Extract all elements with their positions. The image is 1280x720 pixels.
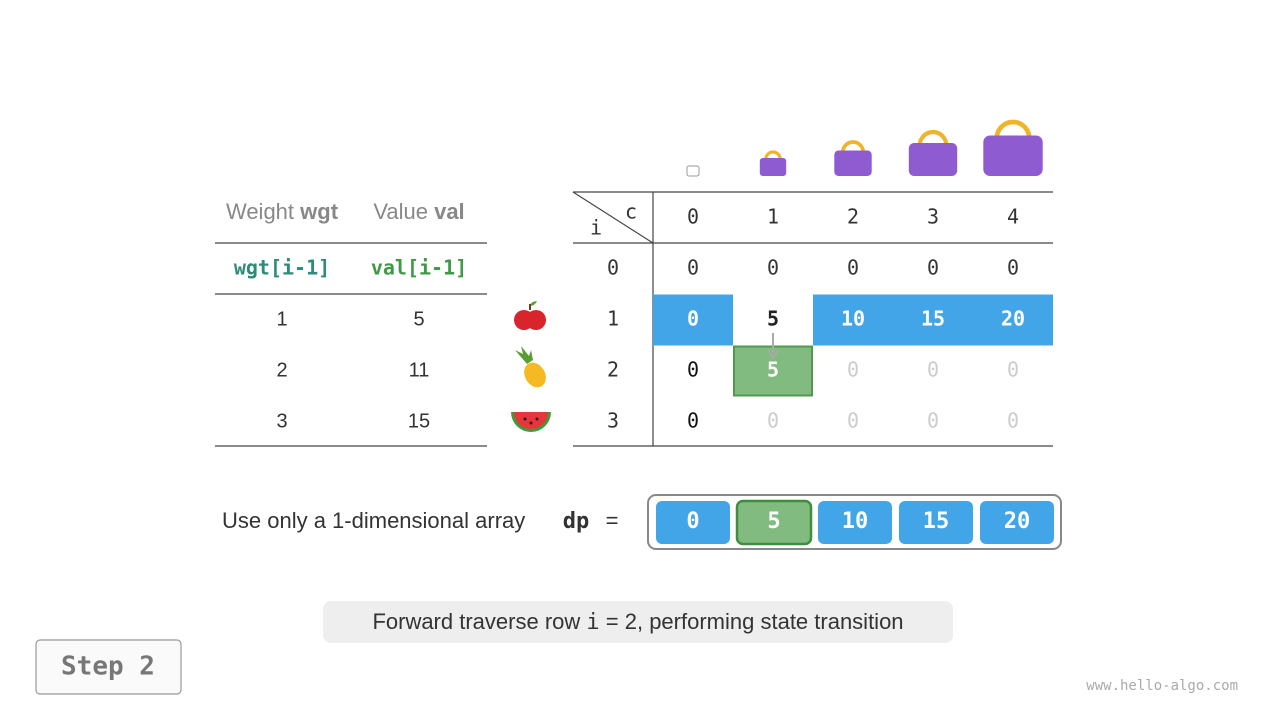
equals: = bbox=[606, 508, 619, 533]
item-cell: 5 bbox=[413, 308, 424, 330]
item-cell: 15 bbox=[408, 410, 430, 432]
header-text: Value bbox=[373, 199, 428, 224]
dp-rules bbox=[572, 191, 1053, 447]
array-name: dp bbox=[563, 509, 590, 534]
array-value: 20 bbox=[1004, 509, 1031, 534]
watermelon bbox=[511, 412, 551, 432]
array-cell bbox=[818, 501, 892, 544]
array-cell bbox=[656, 501, 730, 544]
bag bbox=[759, 158, 787, 176]
row-header: i bbox=[590, 216, 602, 240]
items-rules bbox=[215, 242, 487, 447]
dp-cell: 0 bbox=[687, 409, 699, 433]
bag bbox=[686, 165, 700, 177]
watermark: www.hello-algo.com bbox=[1086, 678, 1238, 694]
capacity: 2 bbox=[847, 205, 859, 229]
row-index: 1 bbox=[607, 307, 619, 331]
row-index: 3 bbox=[607, 409, 619, 433]
caption-code: i bbox=[586, 610, 599, 635]
caption-text: Forward traverse row bbox=[372, 609, 580, 634]
capacity: 0 bbox=[687, 205, 699, 229]
apple bbox=[514, 301, 546, 330]
dp-cell: 0 bbox=[847, 358, 859, 382]
dp-cell: 0 bbox=[927, 409, 939, 433]
caption: Forward traverse row i = 2, performing s… bbox=[372, 609, 903, 635]
caption-box bbox=[323, 601, 953, 643]
cell-bg bbox=[813, 294, 893, 346]
cell-bg bbox=[973, 294, 1053, 346]
array-cell bbox=[735, 499, 813, 546]
item-cell: 1 bbox=[276, 308, 287, 330]
dp-cell: 5 bbox=[767, 358, 779, 382]
dp-cell: 0 bbox=[927, 358, 939, 382]
dp-cell: 0 bbox=[1007, 256, 1019, 280]
array-label: Use only a 1-dimensional array bbox=[222, 508, 525, 533]
pineapple bbox=[515, 346, 546, 388]
array-value: 0 bbox=[686, 509, 699, 534]
dp-cell: 15 bbox=[921, 307, 945, 331]
caption-text: = 2, performing state transition bbox=[606, 609, 904, 634]
row-index: 0 bbox=[607, 256, 619, 280]
dp-array: 0 5 10 15 20 bbox=[656, 499, 1054, 546]
index-expr: val[i-1] bbox=[371, 256, 467, 280]
bag-handle bbox=[840, 140, 866, 153]
dp-cell: 10 bbox=[841, 307, 865, 331]
cell-bg bbox=[653, 294, 733, 346]
bag-handle bbox=[994, 119, 1032, 139]
array-cell bbox=[899, 501, 973, 544]
array-value: 15 bbox=[923, 509, 950, 534]
capacity: 1 bbox=[767, 205, 779, 229]
array-value: 5 bbox=[767, 509, 780, 534]
dp-cell: 0 bbox=[927, 256, 939, 280]
step-box bbox=[35, 639, 182, 695]
array-value: 10 bbox=[842, 509, 869, 534]
dp-cell: 5 bbox=[767, 307, 779, 331]
header-value: Value val bbox=[373, 199, 464, 224]
capacity: 3 bbox=[927, 205, 939, 229]
bag bbox=[834, 150, 872, 176]
array-cell bbox=[980, 501, 1054, 544]
dp-cell: 0 bbox=[767, 256, 779, 280]
item-cell: 11 bbox=[409, 359, 430, 381]
dp-cell: 0 bbox=[687, 358, 699, 382]
dp-cell: 0 bbox=[847, 256, 859, 280]
dp-cell: 0 bbox=[1007, 358, 1019, 382]
diagonal bbox=[572, 191, 654, 244]
dp-cell: 0 bbox=[687, 256, 699, 280]
header-var: val bbox=[434, 199, 465, 224]
bag bbox=[908, 143, 958, 176]
row-index: 2 bbox=[607, 358, 619, 382]
bag-handle bbox=[764, 150, 782, 160]
index-expr: wgt[i-1] bbox=[234, 256, 330, 280]
cell-bg bbox=[893, 294, 973, 346]
col-header: c bbox=[625, 200, 637, 224]
bag bbox=[983, 135, 1043, 176]
step: Step 2 bbox=[61, 652, 155, 682]
dp-table: 0 1 2 3 40 0 0 0 0 01 0 5 10 15 202 0 5 0 0 03 0 0 0 0 0 bbox=[607, 119, 1053, 433]
dp-cell: 0 bbox=[687, 307, 699, 331]
arrow-head bbox=[767, 349, 779, 360]
header-weight: Weight wgt bbox=[226, 199, 339, 224]
dp-cell: 0 bbox=[1007, 409, 1019, 433]
item-cell: 3 bbox=[276, 410, 287, 432]
bag-handle bbox=[917, 129, 949, 146]
header-text: Weight bbox=[226, 199, 294, 224]
dp-cell: 20 bbox=[1001, 307, 1025, 331]
item-cell: 2 bbox=[276, 359, 287, 381]
dp-cell: 0 bbox=[767, 409, 779, 433]
dp-cell: 0 bbox=[847, 409, 859, 433]
capacity: 4 bbox=[1007, 205, 1019, 229]
header-var: wgt bbox=[299, 199, 339, 224]
